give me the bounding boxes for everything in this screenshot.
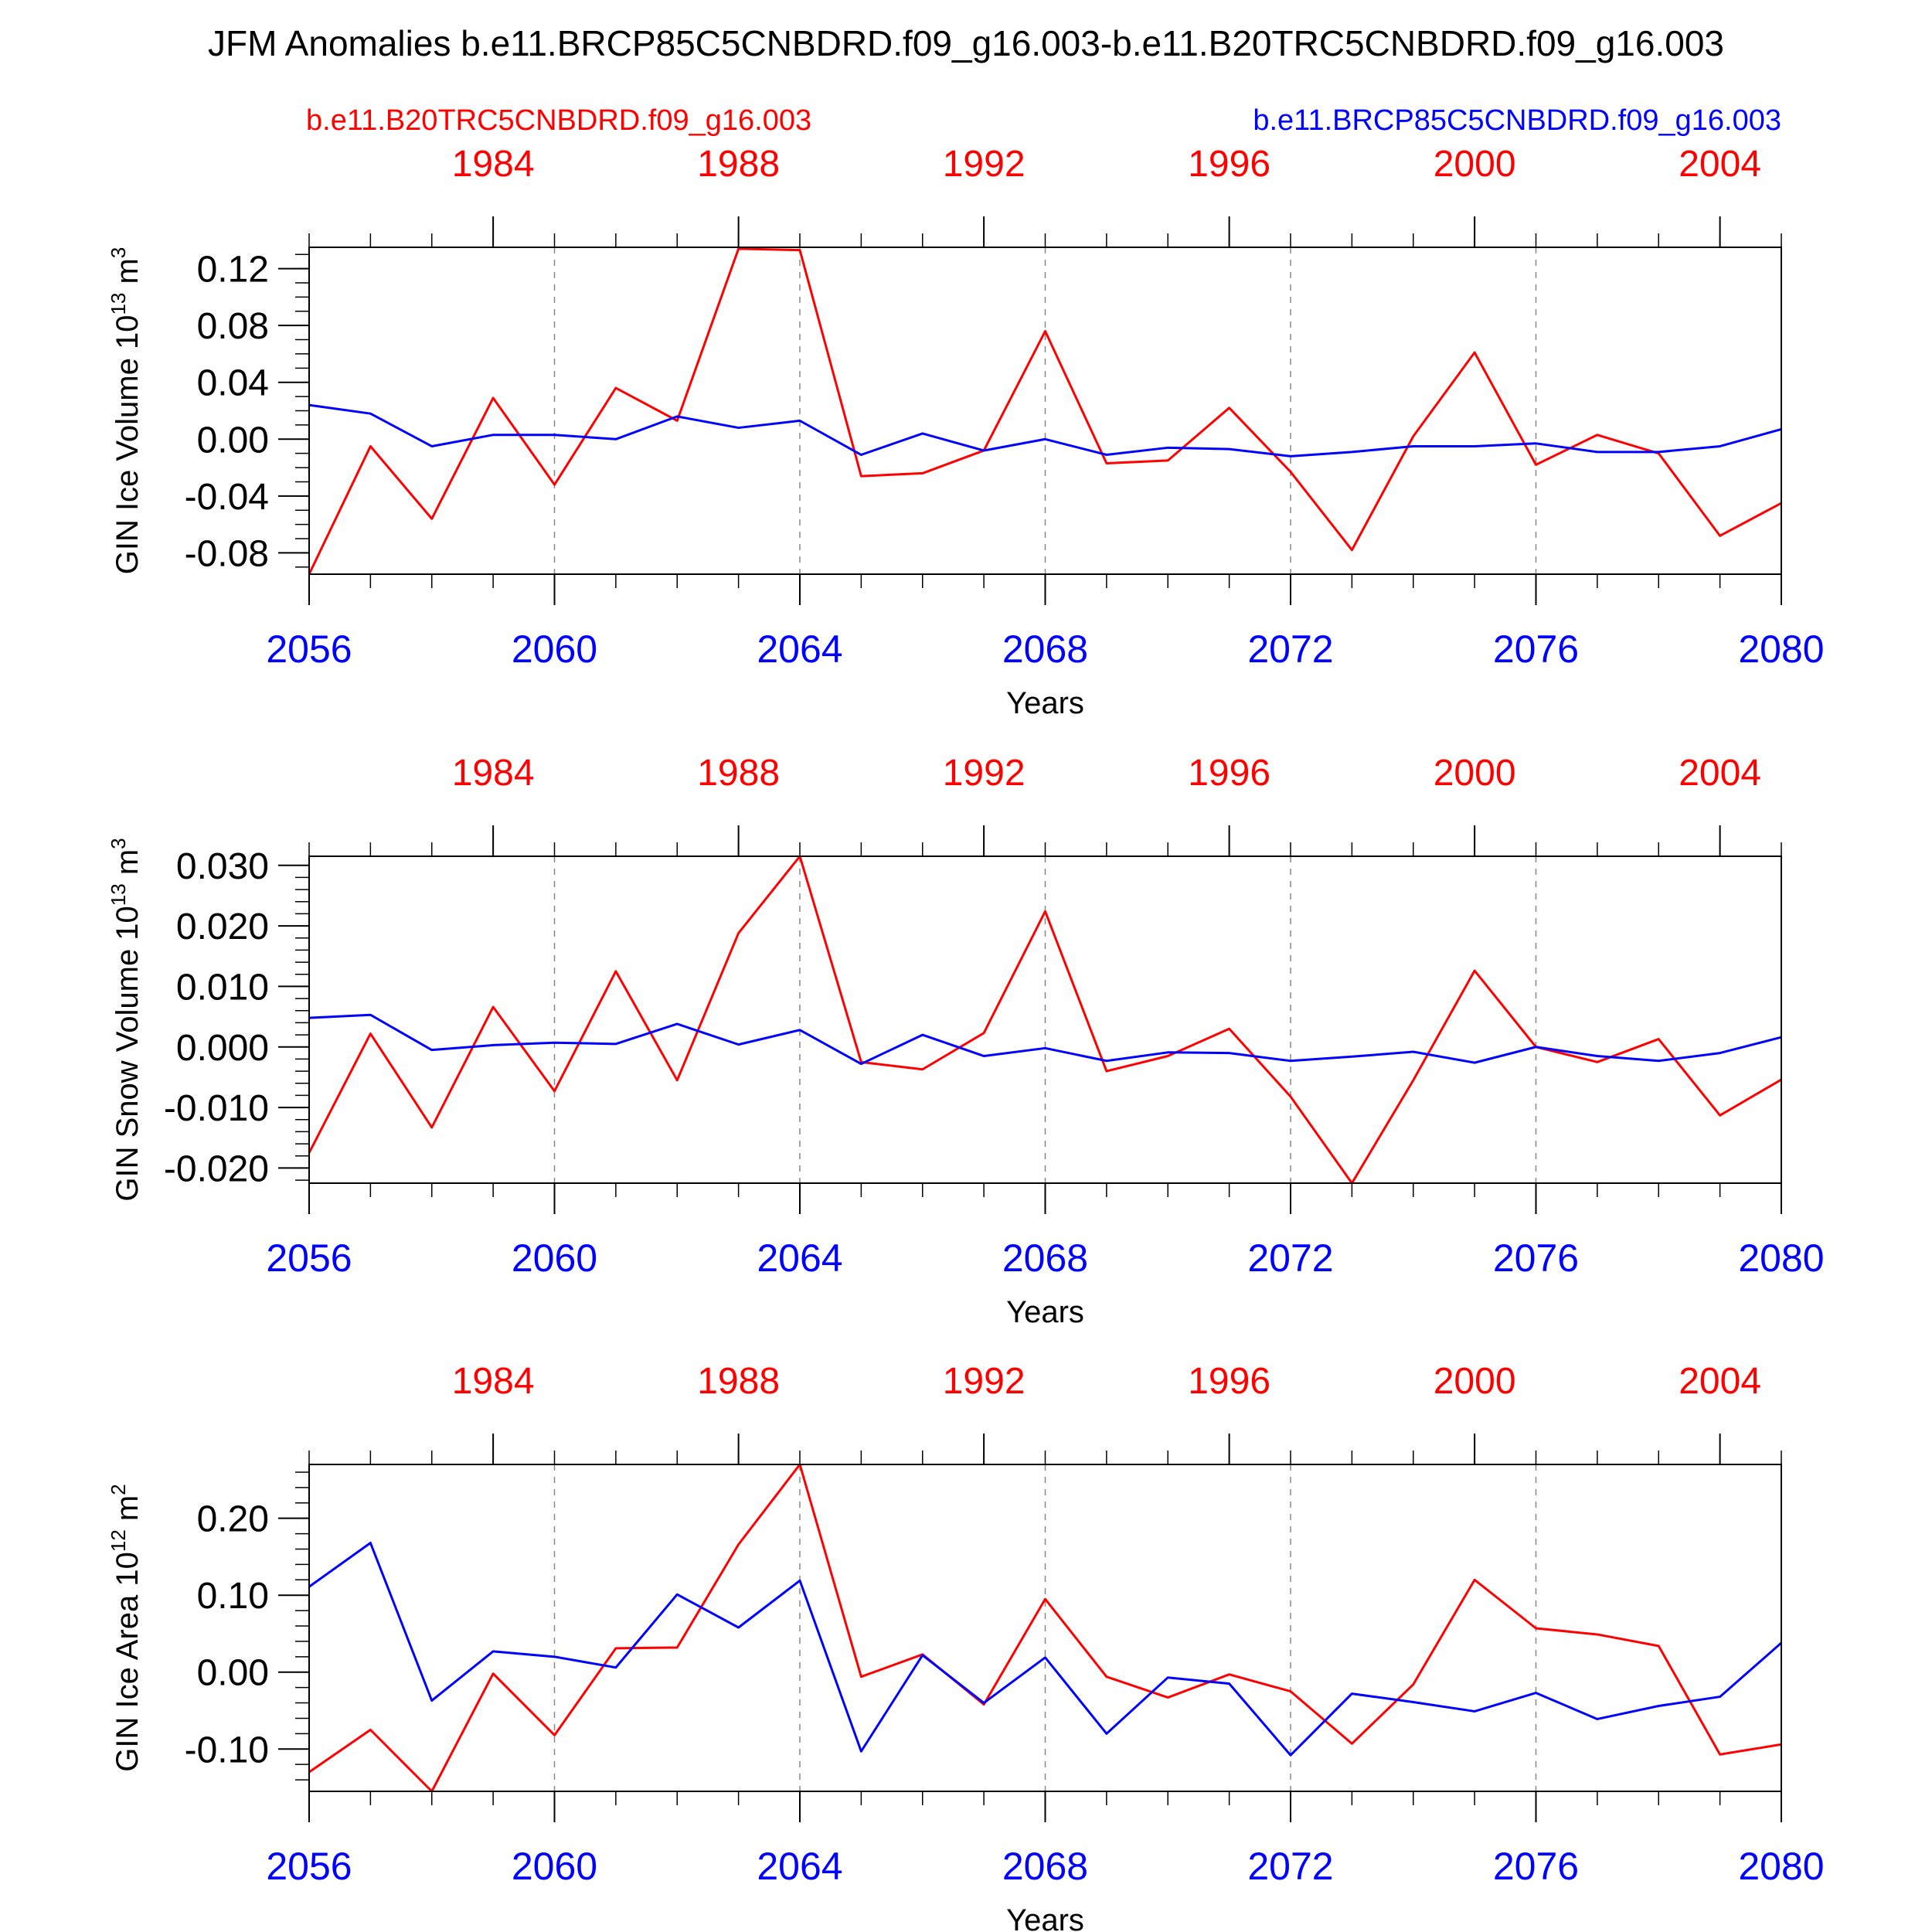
y-axis-label: GIN Ice Area 1012 m2 bbox=[107, 1484, 145, 1771]
y-axis-label-text: GIN Ice Area 10 bbox=[111, 1552, 145, 1772]
y-axis-label-unit: m bbox=[111, 1495, 145, 1529]
y-tick-label: 0.010 bbox=[176, 967, 269, 1008]
top-x-tick-label: 2000 bbox=[1434, 1361, 1516, 1402]
top-x-tick-label: 1992 bbox=[943, 144, 1026, 185]
y-tick-label: 0.000 bbox=[176, 1028, 269, 1069]
bottom-x-tick-label: 2060 bbox=[512, 628, 597, 671]
x-axis-label: Years bbox=[1006, 1903, 1084, 1932]
bottom-x-tick-label: 2056 bbox=[266, 1845, 352, 1888]
series-line-future bbox=[308, 1013, 1782, 1066]
y-axis-label-exponent: 12 bbox=[107, 1529, 130, 1552]
x-axis-label: Years bbox=[1006, 1295, 1084, 1329]
top-x-tick-label: 1992 bbox=[943, 753, 1026, 794]
y-tick-label: 0.020 bbox=[176, 906, 269, 947]
bottom-x-tick-label: 2060 bbox=[512, 1236, 597, 1280]
y-tick-label: -0.010 bbox=[164, 1088, 269, 1129]
top-x-tick-label: 2004 bbox=[1679, 1361, 1761, 1402]
y-tick-label: 0.04 bbox=[197, 363, 269, 404]
y-axis-label-text: GIN Snow Volume 10 bbox=[111, 906, 145, 1201]
chart-panel-1: 1984 1988 1992 1996 2000 2004 2056 2060 2064 2068… bbox=[107, 144, 1825, 720]
series-line-future bbox=[308, 403, 1782, 457]
y-tick-label: 0.00 bbox=[197, 420, 269, 461]
y-axis-label: GIN Snow Volume 1013 m3 bbox=[107, 838, 145, 1201]
series-line-historical bbox=[308, 1463, 1782, 1793]
y-tick-label: -0.020 bbox=[164, 1148, 269, 1189]
top-x-tick-label: 1992 bbox=[943, 1361, 1026, 1402]
y-axis-label-unit: m bbox=[111, 849, 145, 883]
plot-frame bbox=[308, 1464, 1782, 1792]
legend-future-label: b.e11.BRCP85C5CNBDRD.f09_g16.003 bbox=[1253, 104, 1781, 137]
series-line-historical bbox=[308, 247, 1782, 575]
y-axis-label-unit-exponent: 3 bbox=[107, 838, 130, 849]
top-x-tick-label: 1988 bbox=[697, 1361, 780, 1402]
bottom-x-tick-label: 2080 bbox=[1738, 1236, 1824, 1280]
bottom-x-tick-label: 2072 bbox=[1247, 1845, 1333, 1888]
y-axis-label-exponent: 13 bbox=[107, 293, 130, 315]
top-x-tick-label: 1996 bbox=[1188, 1361, 1270, 1402]
y-tick-label: -0.04 bbox=[185, 477, 269, 518]
y-tick-label: 0.08 bbox=[197, 306, 269, 347]
y-axis-label-unit-exponent: 3 bbox=[107, 247, 130, 258]
top-x-tick-label: 2004 bbox=[1679, 144, 1761, 185]
chart-title: JFM Anomalies b.e11.BRCP85C5CNBDRD.f09_g… bbox=[208, 23, 1724, 63]
top-x-tick-label: 2000 bbox=[1434, 753, 1516, 794]
top-x-tick-label: 2004 bbox=[1679, 753, 1761, 794]
bottom-x-tick-label: 2068 bbox=[1002, 628, 1088, 671]
y-tick-label: -0.10 bbox=[185, 1730, 269, 1770]
top-x-tick-label: 1988 bbox=[697, 753, 780, 794]
y-tick-label: -0.08 bbox=[185, 533, 269, 574]
y-axis-label-exponent: 13 bbox=[107, 883, 130, 906]
top-x-tick-label: 1984 bbox=[452, 144, 535, 185]
top-x-tick-label: 1996 bbox=[1188, 144, 1270, 185]
y-tick-label: 0.12 bbox=[197, 250, 269, 291]
bottom-x-tick-label: 2080 bbox=[1738, 628, 1824, 671]
bottom-x-tick-label: 2060 bbox=[512, 1845, 597, 1888]
bottom-x-tick-label: 2064 bbox=[757, 1236, 842, 1280]
bottom-x-tick-label: 2076 bbox=[1493, 1845, 1579, 1888]
plot-frame bbox=[308, 247, 1782, 575]
chart-panel-2: 1984 1988 1992 1996 2000 2004 2056 2060 2064 2068… bbox=[107, 753, 1825, 1329]
bottom-x-tick-label: 2068 bbox=[1002, 1845, 1088, 1888]
top-x-tick-label: 1984 bbox=[452, 1361, 535, 1402]
bottom-x-tick-label: 2072 bbox=[1247, 628, 1333, 671]
y-tick-label: 0.030 bbox=[176, 846, 269, 887]
y-axis-label-unit: m bbox=[111, 258, 145, 292]
y-tick-label: 0.10 bbox=[197, 1576, 269, 1617]
y-axis-label-text: GIN Ice Volume 10 bbox=[111, 315, 145, 575]
y-axis-label: GIN Ice Volume 1013 m3 bbox=[107, 247, 145, 575]
bottom-x-tick-label: 2064 bbox=[757, 628, 842, 671]
bottom-x-tick-label: 2076 bbox=[1493, 628, 1579, 671]
top-x-tick-label: 1984 bbox=[452, 753, 535, 794]
top-x-tick-label: 1988 bbox=[697, 144, 780, 185]
bottom-x-tick-label: 2072 bbox=[1247, 1236, 1333, 1280]
y-tick-label: 0.20 bbox=[197, 1499, 269, 1540]
y-axis-label-unit-exponent: 2 bbox=[107, 1484, 130, 1495]
y-tick-label: 0.00 bbox=[197, 1653, 269, 1694]
bottom-x-tick-label: 2068 bbox=[1002, 1236, 1088, 1280]
bottom-x-tick-label: 2056 bbox=[266, 1236, 352, 1280]
x-axis-label: Years bbox=[1006, 686, 1084, 720]
bottom-x-tick-label: 2076 bbox=[1493, 1236, 1579, 1280]
plot-frame bbox=[308, 855, 1782, 1184]
chart-panel-3: 1984 1988 1992 1996 2000 2004 2056 2060 2064 2068… bbox=[107, 1361, 1825, 1932]
legend-historical-label: b.e11.B20TRC5CNBDRD.f09_g16.003 bbox=[306, 104, 811, 137]
bottom-x-tick-label: 2056 bbox=[266, 628, 352, 671]
top-x-tick-label: 2000 bbox=[1434, 144, 1516, 185]
bottom-x-tick-label: 2080 bbox=[1738, 1845, 1824, 1888]
top-x-tick-label: 1996 bbox=[1188, 753, 1270, 794]
series-line-future bbox=[308, 1542, 1782, 1757]
bottom-x-tick-label: 2064 bbox=[757, 1845, 842, 1888]
